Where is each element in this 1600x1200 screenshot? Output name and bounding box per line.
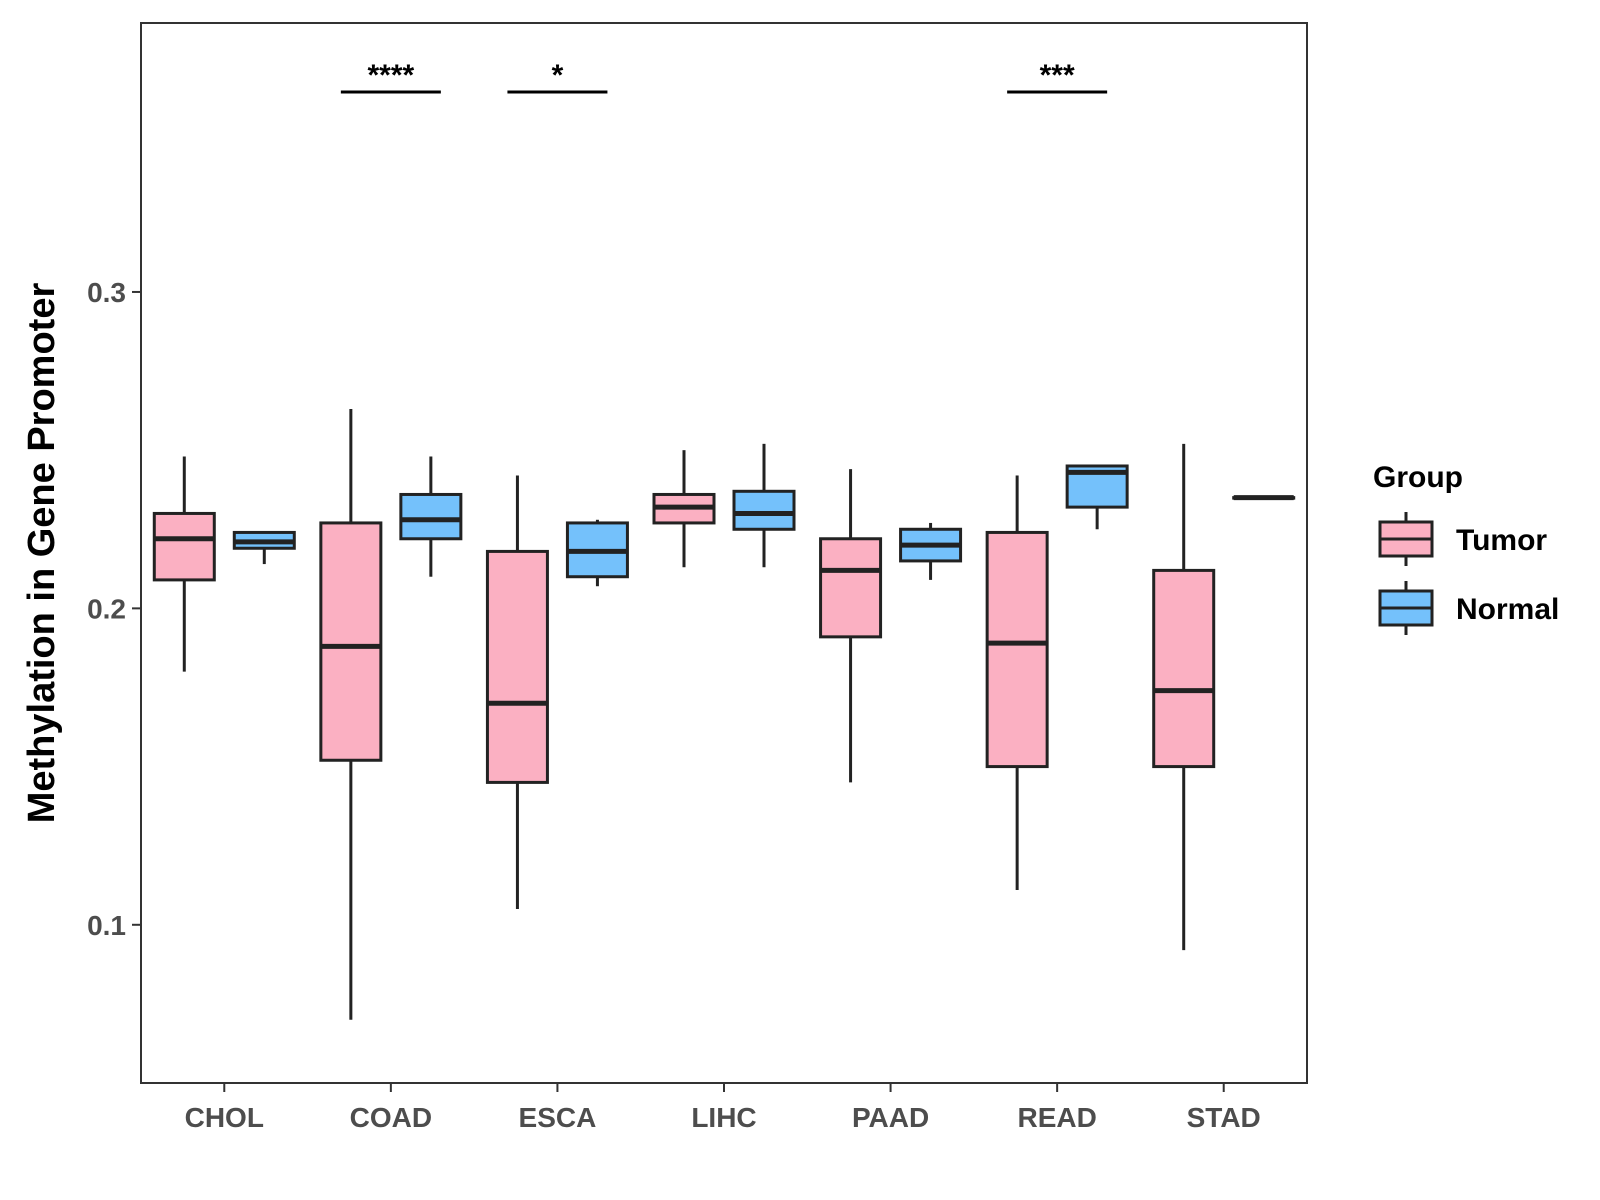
significance-label: *** — [1040, 59, 1075, 92]
box-tumor-stad — [1152, 443, 1216, 951]
legend-label-normal: Normal — [1456, 593, 1559, 626]
box-tumor-lihc — [652, 450, 716, 568]
legend-title: Group — [1373, 461, 1463, 494]
plot-panel — [140, 22, 1308, 1084]
box-normal-paad — [899, 522, 963, 580]
x-tick-label: PAAD — [852, 1102, 929, 1133]
box-normal-esca — [565, 519, 629, 587]
box-body — [819, 537, 883, 639]
y-tick-label: 0.3 — [87, 277, 126, 308]
x-tick-label: CHOL — [185, 1102, 264, 1133]
box-body — [319, 521, 383, 762]
x-tick-label: ESCA — [519, 1102, 597, 1133]
x-tick-label: STAD — [1187, 1102, 1261, 1133]
x-tick-label: COAD — [350, 1102, 432, 1133]
x-axis: CHOL COAD ESCA LIHC PAAD READ STAD — [185, 1083, 1261, 1133]
box-body — [399, 492, 463, 541]
y-axis-title: Methylation in Gene Promoter — [21, 283, 63, 824]
significance-annotations: **** * *** — [340, 59, 1108, 94]
y-axis: 0.1 0.2 0.3 — [87, 277, 141, 941]
y-tick-label: 0.2 — [87, 593, 126, 624]
box-tumor-paad — [819, 469, 883, 783]
box-normal-stad — [1232, 495, 1296, 501]
box-normal-lihc — [732, 443, 796, 568]
box-tumor-read — [985, 475, 1049, 890]
box-normal-chol — [232, 530, 296, 565]
box-normal-read — [1065, 464, 1129, 530]
box-tumor-coad — [319, 409, 383, 1020]
box-body — [152, 511, 216, 582]
x-tick-label: READ — [1017, 1102, 1096, 1133]
y-tick-label: 0.1 — [87, 910, 126, 941]
legend: Group Tumor Normal — [1373, 461, 1559, 635]
legend-label-tumor: Tumor — [1456, 524, 1547, 557]
box-tumor-esca — [485, 475, 549, 909]
box-body — [485, 549, 549, 784]
box-tumor-chol — [152, 456, 216, 672]
significance-label: * — [552, 59, 564, 92]
legend-key-normal — [1378, 581, 1434, 635]
box-normal-coad — [399, 456, 463, 577]
box-series — [152, 409, 1296, 1020]
significance-label: **** — [368, 59, 415, 92]
legend-key-tumor — [1378, 512, 1434, 566]
box-body — [985, 530, 1049, 769]
x-tick-label: LIHC — [691, 1102, 756, 1133]
box-body — [732, 489, 796, 531]
box-body — [1152, 568, 1216, 769]
